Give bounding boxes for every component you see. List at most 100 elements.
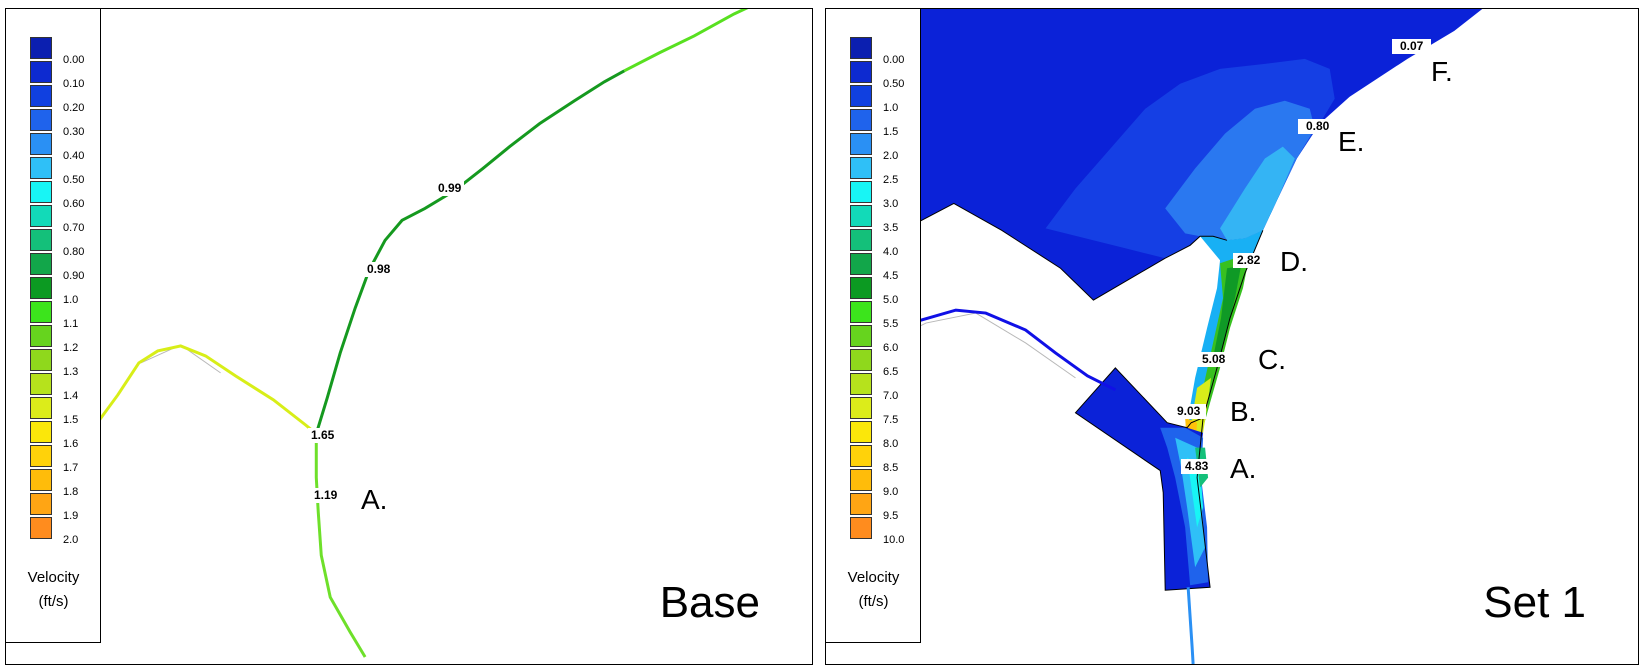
value-label: 0.99 — [435, 181, 465, 196]
legend-swatch — [850, 301, 872, 323]
legend-swatch — [850, 61, 872, 83]
legend-label: 1.9 — [63, 510, 79, 522]
legend-label: 1.2 — [63, 342, 79, 354]
legend-label: 0.10 — [63, 78, 85, 90]
legend-swatch — [30, 133, 52, 155]
side-basin — [1075, 367, 1211, 591]
legend-swatch — [850, 397, 872, 419]
channel-upper-darkgreen — [1213, 266, 1241, 368]
value-label: 1.19 — [311, 488, 341, 503]
legend-swatch — [30, 205, 52, 227]
base-panel: 0.00 0.10 0.20 0.30 0.40 0.50 0.60 0.70 0.80 0.90… — [5, 8, 813, 665]
legend-swatch — [30, 421, 52, 443]
value-label: 1.65 — [308, 428, 338, 443]
set1-panel: 0.00 0.50 1.0 1.5 2.0 2.5 3.0 3.5 4.0 4.5 5.0 5.5 6.… — [825, 8, 1639, 665]
legend-swatch — [30, 397, 52, 419]
legend-label: 5.5 — [883, 318, 899, 330]
upper-outline — [873, 202, 1228, 301]
legend-swatch — [30, 325, 52, 347]
legend-label: 2.5 — [883, 174, 899, 186]
legend-label: 1.4 — [63, 390, 79, 402]
legend-swatch — [850, 277, 872, 299]
base-plot — [94, 9, 749, 658]
set1-outlet-channel — [1186, 587, 1195, 664]
base-upper-channel — [623, 9, 749, 73]
legend-label: 0.50 — [63, 174, 85, 186]
legend-label: 10.0 — [883, 534, 905, 546]
panel-title: Base — [659, 578, 760, 627]
legend-swatch — [30, 37, 52, 59]
legend-label: 3.0 — [883, 198, 899, 210]
legend-swatch — [850, 37, 872, 59]
legend-label: 1.6 — [63, 438, 79, 450]
legend-label: 0.30 — [63, 126, 85, 138]
station-letter: F. — [1431, 56, 1453, 87]
legend-swatch — [30, 229, 52, 251]
legend-label: 0.90 — [63, 270, 85, 282]
legend-label: 5.0 — [883, 294, 899, 306]
value-label: 2.82 — [1233, 253, 1265, 268]
legend-label: 0.20 — [63, 102, 85, 114]
legend-label: 0.80 — [63, 246, 85, 258]
legend-label: 0.50 — [883, 78, 905, 90]
legend-swatch — [850, 349, 872, 371]
legend-swatch — [30, 85, 52, 107]
legend-label: 0.00 — [883, 54, 905, 66]
legend-label: 4.0 — [883, 246, 899, 258]
value-label: 9.03 — [1171, 404, 1207, 419]
legend-swatch — [30, 277, 52, 299]
set1-plot — [872, 9, 1483, 664]
set1-legend-units: (ft/s) — [858, 593, 889, 610]
legend-swatch — [30, 493, 52, 515]
legend-label: 8.0 — [883, 438, 899, 450]
legend-swatch — [850, 517, 872, 539]
legend-swatch — [850, 325, 872, 347]
station-letter: E. — [1338, 126, 1365, 157]
legend-swatch — [850, 157, 872, 179]
upper-water-shading-3 — [1220, 146, 1295, 241]
legend-label: 0.40 — [63, 150, 85, 162]
legend-swatch — [30, 373, 52, 395]
legend-swatch — [850, 421, 872, 443]
legend-swatch — [850, 493, 872, 515]
legend-swatch — [30, 469, 52, 491]
legend-label: 1.3 — [63, 366, 79, 378]
legend-label: 1.0 — [883, 102, 899, 114]
legend-swatch — [850, 445, 872, 467]
legend-swatch — [30, 109, 52, 131]
legend-label: 1.5 — [63, 414, 79, 426]
legend-swatch — [850, 229, 872, 251]
base-legend-units: (ft/s) — [38, 593, 69, 610]
legend-label: 0.60 — [63, 198, 85, 210]
station-letter: C. — [1258, 344, 1286, 375]
legend-label: 7.5 — [883, 414, 899, 426]
legend-label: 6.5 — [883, 366, 899, 378]
legend-label: 9.0 — [883, 486, 899, 498]
set1-legend-title: Velocity — [847, 569, 900, 586]
legend-swatch — [850, 133, 872, 155]
legend-label: 0.70 — [63, 222, 85, 234]
value-label: 0.07 — [1392, 39, 1432, 54]
legend-label: 7.0 — [883, 390, 899, 402]
legend-swatch — [30, 445, 52, 467]
legend-swatch — [850, 109, 872, 131]
legend-label: 4.5 — [883, 270, 899, 282]
legend-swatch — [850, 469, 872, 491]
legend-swatch — [30, 349, 52, 371]
legend-swatch — [850, 205, 872, 227]
upper-water-shading-2 — [1165, 100, 1315, 241]
legend-label: 6.0 — [883, 342, 899, 354]
legend-label: 1.7 — [63, 462, 79, 474]
legend-label: 1.0 — [63, 294, 79, 306]
set1-legend: 0.00 0.50 1.0 1.5 2.0 2.5 3.0 3.5 4.0 4.5 5.0 5.5 6.… — [826, 9, 921, 643]
legend-swatch — [30, 157, 52, 179]
base-legend: 0.00 0.10 0.20 0.30 0.40 0.50 0.60 0.70 0.80 0.90… — [6, 9, 101, 643]
legend-swatch — [850, 181, 872, 203]
legend-label: 1.1 — [63, 318, 79, 330]
station-letter: A. — [1230, 453, 1257, 484]
base-legend-title: Velocity — [27, 569, 80, 586]
value-label: 0.80 — [1298, 119, 1338, 134]
legend-swatch — [850, 253, 872, 275]
legend-swatch — [30, 301, 52, 323]
base-lower-channel — [314, 433, 367, 658]
